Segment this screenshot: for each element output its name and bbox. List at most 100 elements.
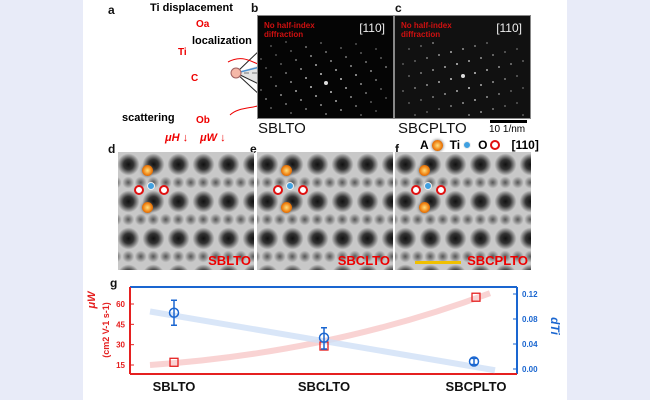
diffraction-spot bbox=[486, 96, 488, 98]
a-site-atom-icon bbox=[142, 165, 153, 176]
diffraction-spot bbox=[486, 69, 488, 71]
diffraction-spot bbox=[270, 107, 272, 109]
sample-label: SBCPLTO bbox=[467, 253, 528, 268]
panel-label-e: e bbox=[250, 142, 257, 156]
diffraction-spot bbox=[414, 60, 416, 62]
diffraction-spot bbox=[438, 108, 440, 110]
diffraction-spot bbox=[335, 69, 337, 71]
diffraction-spot bbox=[270, 45, 272, 47]
diffraction-spot bbox=[504, 105, 506, 107]
stem-image-sbclto: SBCLTO bbox=[257, 152, 393, 270]
diffraction-spot bbox=[360, 52, 362, 54]
category-label: SBCPLTO bbox=[446, 379, 507, 394]
ti-displacement-title: Ti displacement bbox=[150, 2, 233, 14]
diffraction-spot bbox=[498, 66, 500, 68]
diffraction-spot bbox=[360, 83, 362, 85]
atom-legend: A Ti O [110] bbox=[420, 138, 539, 152]
diffraction-note: No half-index diffraction bbox=[401, 21, 452, 39]
diffraction-spot bbox=[462, 102, 464, 104]
diffraction-spot bbox=[402, 63, 404, 65]
diffraction-spot bbox=[438, 81, 440, 83]
diffraction-spot bbox=[380, 88, 382, 90]
diffraction-spot bbox=[408, 48, 410, 50]
right-tick-label: 0.04 bbox=[522, 340, 538, 349]
mu-h-label: μH ↓ bbox=[165, 132, 189, 144]
category-label: SBLTO bbox=[153, 379, 196, 394]
diffraction-spot bbox=[450, 78, 452, 80]
diffraction-spot bbox=[310, 55, 312, 57]
a-site-atom-icon bbox=[142, 202, 153, 213]
diffraction-spot bbox=[370, 101, 372, 103]
oa-label: Oa bbox=[196, 19, 210, 30]
sample-label: SBCLTO bbox=[337, 253, 390, 268]
diffraction-spot bbox=[285, 72, 287, 74]
diffraction-spot bbox=[444, 66, 446, 68]
a-site-atom-icon bbox=[419, 202, 430, 213]
diffraction-spot bbox=[350, 96, 352, 98]
diffraction-spot bbox=[414, 114, 416, 116]
ti-atom-icon bbox=[463, 141, 472, 149]
o-atom-icon bbox=[273, 185, 283, 195]
diffraction-spot bbox=[516, 48, 518, 50]
zone-axis: [110] bbox=[496, 21, 522, 35]
legend-ti: Ti bbox=[449, 138, 461, 152]
left-tick-label: 45 bbox=[116, 320, 125, 329]
diffraction-spot bbox=[474, 45, 476, 47]
diffraction-spot bbox=[330, 91, 332, 93]
sample-label: SBLTO bbox=[208, 253, 251, 268]
diffraction-spot bbox=[385, 66, 387, 68]
diffraction-spot bbox=[355, 43, 357, 45]
diffraction-spot bbox=[305, 77, 307, 79]
panel-label-b: b bbox=[251, 1, 259, 15]
diffraction-pattern-sblto: No half-index diffraction [110] bbox=[257, 15, 394, 119]
diffraction-spot bbox=[335, 100, 337, 102]
mu-w-label: μW ↓ bbox=[200, 132, 226, 144]
stem-image-sblto: SBLTO bbox=[118, 152, 254, 270]
mobility-trend-arrow bbox=[149, 290, 492, 368]
diffraction-spot bbox=[510, 90, 512, 92]
diffraction-spot bbox=[498, 93, 500, 95]
diffraction-spot bbox=[456, 63, 458, 65]
diffraction-spot bbox=[320, 42, 322, 44]
diffraction-spot bbox=[295, 59, 297, 61]
diffraction-spot bbox=[305, 108, 307, 110]
diffraction-pattern-sbcplto: No half-index diffraction [110] bbox=[394, 15, 531, 119]
diffraction-spot bbox=[340, 78, 342, 80]
displacement-point bbox=[468, 356, 480, 367]
left-tick-label: 30 bbox=[116, 341, 125, 350]
diffraction-spot bbox=[516, 75, 518, 77]
diffraction-spot bbox=[315, 95, 317, 97]
left-axis-label: μW bbox=[86, 291, 98, 309]
diffraction-spot bbox=[462, 48, 464, 50]
diffraction-spot bbox=[370, 70, 372, 72]
diffraction-spot bbox=[265, 98, 267, 100]
mobility-point bbox=[169, 357, 179, 367]
o-atom-icon bbox=[159, 185, 169, 195]
displacement-point bbox=[318, 332, 330, 343]
diffraction-spot bbox=[345, 87, 347, 89]
panel-label-c: c bbox=[395, 1, 402, 15]
diffraction-spot bbox=[275, 54, 277, 56]
legend-zone: [110] bbox=[511, 138, 539, 152]
diffraction-spot bbox=[310, 86, 312, 88]
category-label: SBCLTO bbox=[298, 379, 350, 394]
legend-o: O bbox=[478, 138, 488, 152]
diffraction-spot bbox=[486, 42, 488, 44]
diffraction-spot bbox=[402, 90, 404, 92]
diffraction-spot bbox=[280, 94, 282, 96]
sample-label: SBCPLTO bbox=[398, 120, 467, 137]
localization-label: localization bbox=[192, 35, 252, 47]
diffraction-spot bbox=[444, 93, 446, 95]
diffraction-spot bbox=[320, 73, 322, 75]
diffraction-spot bbox=[275, 85, 277, 87]
diffraction-spot bbox=[260, 89, 262, 91]
ti-atom-icon bbox=[147, 182, 155, 190]
diffraction-spot bbox=[522, 60, 524, 62]
o-atom-icon bbox=[298, 185, 308, 195]
sample-label: SBLTO bbox=[258, 120, 306, 137]
diffraction-spot bbox=[325, 51, 327, 53]
right-tick-label: 0.08 bbox=[522, 315, 538, 324]
diffraction-spot bbox=[365, 61, 367, 63]
diffraction-spot bbox=[474, 99, 476, 101]
a-site-atom-icon bbox=[419, 165, 430, 176]
